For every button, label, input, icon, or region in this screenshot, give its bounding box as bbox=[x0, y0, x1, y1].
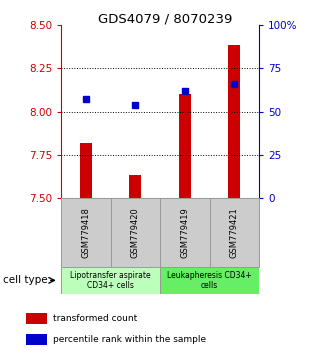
Text: percentile rank within the sample: percentile rank within the sample bbox=[53, 335, 206, 344]
Bar bbox=[179, 94, 191, 198]
Bar bbox=[129, 175, 142, 198]
Text: GSM779418: GSM779418 bbox=[81, 207, 90, 258]
Bar bbox=[160, 198, 210, 267]
Bar bbox=[61, 198, 111, 267]
Text: GDS4079 / 8070239: GDS4079 / 8070239 bbox=[98, 12, 232, 25]
Text: cell type: cell type bbox=[3, 275, 48, 285]
Text: GSM779421: GSM779421 bbox=[230, 207, 239, 258]
Text: transformed count: transformed count bbox=[53, 314, 137, 323]
Bar bbox=[61, 267, 160, 294]
Text: GSM779419: GSM779419 bbox=[180, 207, 189, 258]
Bar bbox=[210, 198, 259, 267]
Bar bbox=[228, 45, 241, 198]
Text: GSM779420: GSM779420 bbox=[131, 207, 140, 258]
Text: Lipotransfer aspirate
CD34+ cells: Lipotransfer aspirate CD34+ cells bbox=[70, 271, 151, 290]
Bar bbox=[160, 267, 259, 294]
Bar bbox=[26, 334, 47, 345]
Text: Leukapheresis CD34+
cells: Leukapheresis CD34+ cells bbox=[167, 271, 252, 290]
Bar bbox=[111, 198, 160, 267]
Bar bbox=[26, 313, 47, 324]
Bar bbox=[80, 143, 92, 198]
